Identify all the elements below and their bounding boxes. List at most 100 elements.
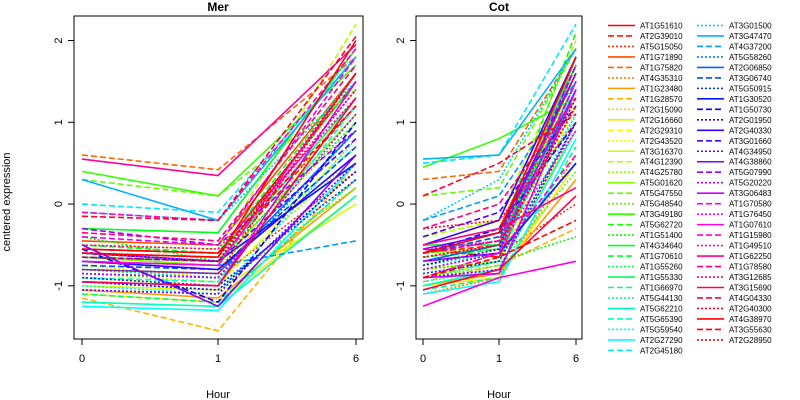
legend-label-at5g62720: AT5G62720 [640, 221, 683, 230]
x-tick-label-cot-1: 1 [496, 353, 502, 365]
legend-label-at4g38860: AT4G38860 [729, 158, 772, 167]
legend-label-at4g04330: AT4G04330 [729, 294, 772, 303]
series-line-cot-at2g40300 [422, 121, 577, 230]
series-line-cot-at2g28950 [422, 105, 577, 258]
legend-label-at2g01950: AT2G01950 [729, 116, 772, 125]
legend-label-at1g78580: AT1G78580 [729, 263, 772, 272]
legend-label-at4g37200: AT4G37200 [729, 42, 772, 51]
series-line-cot-at3g55630 [422, 219, 577, 279]
legend-label-at5g47550: AT5G47550 [640, 189, 683, 198]
legend-label-at1g75820: AT1G75820 [640, 63, 683, 72]
series-line-cot-at3g15690 [422, 195, 577, 291]
series-line-cot-at3g12685 [422, 72, 577, 254]
panel-title-cot: Cot [489, 0, 509, 14]
legend: AT1G51610AT2G39010AT5G15050AT1G71890AT1G… [608, 22, 772, 355]
legend-label-at2g40300: AT2G40300 [729, 304, 772, 313]
y-axis-label: centered expression [1, 152, 13, 251]
panel-title-mer: Mer [207, 0, 229, 14]
plot-area-cot: 0 1 6 -1 0 1 2 [395, 15, 583, 365]
series-line-cot-at4g04330 [422, 113, 577, 197]
legend-label-at5g59540: AT5G59540 [640, 325, 683, 334]
series-line-mer-at1g78580 [81, 64, 357, 242]
y-tick-label-mer-2: 2 [53, 37, 65, 43]
legend-label-at3g06483: AT3G06483 [729, 189, 772, 198]
series-line-mer-at2g27290 [81, 162, 357, 312]
series-line-cot-at3g01660 [422, 105, 577, 238]
legend-label-at3g01500: AT3G01500 [729, 22, 772, 31]
series-line-mer-at2g01950 [81, 170, 357, 291]
series-line-cot-at4g38970 [422, 56, 577, 254]
legend-label-at5g50915: AT5G50915 [729, 84, 772, 93]
legend-label-at1g70580: AT1G70580 [729, 200, 772, 209]
x-tick-label-mer-1: 1 [215, 353, 221, 365]
legend-label-at1g55260: AT1G55260 [640, 263, 683, 272]
series-line-cot-at5g47550 [422, 48, 577, 197]
series-line-mer-at4g38970 [81, 40, 357, 259]
series-line-mer-at1g50730 [81, 121, 357, 304]
legend-label-at3g15690: AT3G15690 [729, 284, 772, 293]
legend-label-at2g28950: AT2G28950 [729, 336, 772, 345]
series-line-mer-at4g34950 [81, 162, 357, 295]
legend-label-at2g29310: AT2G29310 [640, 126, 683, 135]
series-line-mer-at3g15690 [81, 97, 357, 287]
series-line-mer-at2g28950 [81, 72, 357, 263]
series-line-cot-at1g62250 [422, 186, 577, 246]
legend-label-at2g39010: AT2G39010 [640, 32, 683, 41]
y-tick-label-cot--1: -1 [395, 281, 407, 291]
plot-area-mer: 0 1 6 -1 0 1 2 [53, 15, 364, 365]
legend-label-at1g28570: AT1G28570 [640, 95, 683, 104]
y-tick-label-cot-1: 1 [395, 119, 407, 125]
legend-label-at5g15050: AT5G15050 [640, 42, 683, 51]
legend-label-at5g20220: AT5G20220 [729, 179, 772, 188]
series-line-mer-at2g40330 [81, 154, 357, 271]
series-line-cot-at2g27290 [422, 138, 577, 295]
legend-label-at4g38970: AT4G38970 [729, 315, 772, 324]
legend-label-at4g34640: AT4G34640 [640, 242, 683, 251]
series-line-cot-at4g37200 [422, 80, 577, 222]
series-line-mer-at3g55630 [81, 105, 357, 254]
legend-label-at1g07610: AT1G07610 [729, 221, 772, 230]
legend-label-at2g16660: AT2G16660 [640, 116, 683, 125]
legend-label-at2g40330: AT2G40330 [729, 126, 772, 135]
legend-label-at1g62250: AT1G62250 [729, 252, 772, 261]
legend-label-at3g12685: AT3G12685 [729, 273, 772, 282]
series-line-cot-at1g70580 [422, 81, 577, 263]
legend-label-at1g50730: AT1G50730 [729, 105, 772, 114]
legend-label-at5g65390: AT5G65390 [640, 315, 683, 324]
series-line-mer-at2g40300 [81, 72, 357, 275]
legend-label-at1g51400: AT1G51400 [640, 231, 683, 240]
legend-label-at2g43520: AT2G43520 [640, 137, 683, 146]
x-tick-label-mer-6: 6 [353, 353, 359, 365]
series-line-cot-at1g78580 [422, 97, 577, 230]
legend-label-at3g06740: AT3G06740 [729, 74, 772, 83]
legend-label-at3g47470: AT3G47470 [729, 32, 772, 41]
y-tick-label-cot-0: 0 [395, 201, 407, 207]
legend-label-at2g15090: AT2G15090 [640, 105, 683, 114]
panel-mer: Mer 0 1 6 -1 0 1 2 Hour [53, 0, 364, 400]
legend-label-at3g16370: AT3G16370 [640, 147, 683, 156]
legend-label-at1g49510: AT1G49510 [729, 242, 772, 251]
legend-label-at1g71890: AT1G71890 [640, 53, 683, 62]
series-line-cot-at1g50730 [422, 121, 577, 254]
legend-label-at2g06850: AT2G06850 [729, 63, 772, 72]
y-tick-label-mer-0: 0 [53, 201, 65, 207]
series-line-cot-at1g15980 [422, 154, 577, 279]
series-line-mer-at1g07610 [81, 72, 357, 267]
y-tick-label-mer--1: -1 [53, 281, 65, 291]
series-line-cot-at5g50915 [422, 121, 577, 275]
panel-cot: Cot 0 1 6 -1 0 1 2 Hour [395, 0, 583, 400]
series-line-mer-at1g28570 [81, 162, 357, 332]
series-line-mer-at4g38860 [81, 154, 357, 308]
series-line-mer-at4g34640 [81, 48, 357, 234]
x-axis-label-mer: Hour [206, 389, 230, 400]
legend-label-at4g25780: AT4G25780 [640, 168, 683, 177]
series-line-mer-at4g04330 [81, 35, 357, 222]
legend-label-at5g44130: AT5G44130 [640, 294, 683, 303]
legend-label-at4g12390: AT4G12390 [640, 158, 683, 167]
series-line-mer-at2g45180 [81, 56, 357, 214]
series-line-mer-at1g23480 [81, 187, 357, 299]
series-line-mer-at5g20220 [81, 113, 357, 279]
x-tick-label-cot-6: 6 [573, 353, 579, 365]
series-line-mer-at5g65390 [81, 105, 357, 283]
